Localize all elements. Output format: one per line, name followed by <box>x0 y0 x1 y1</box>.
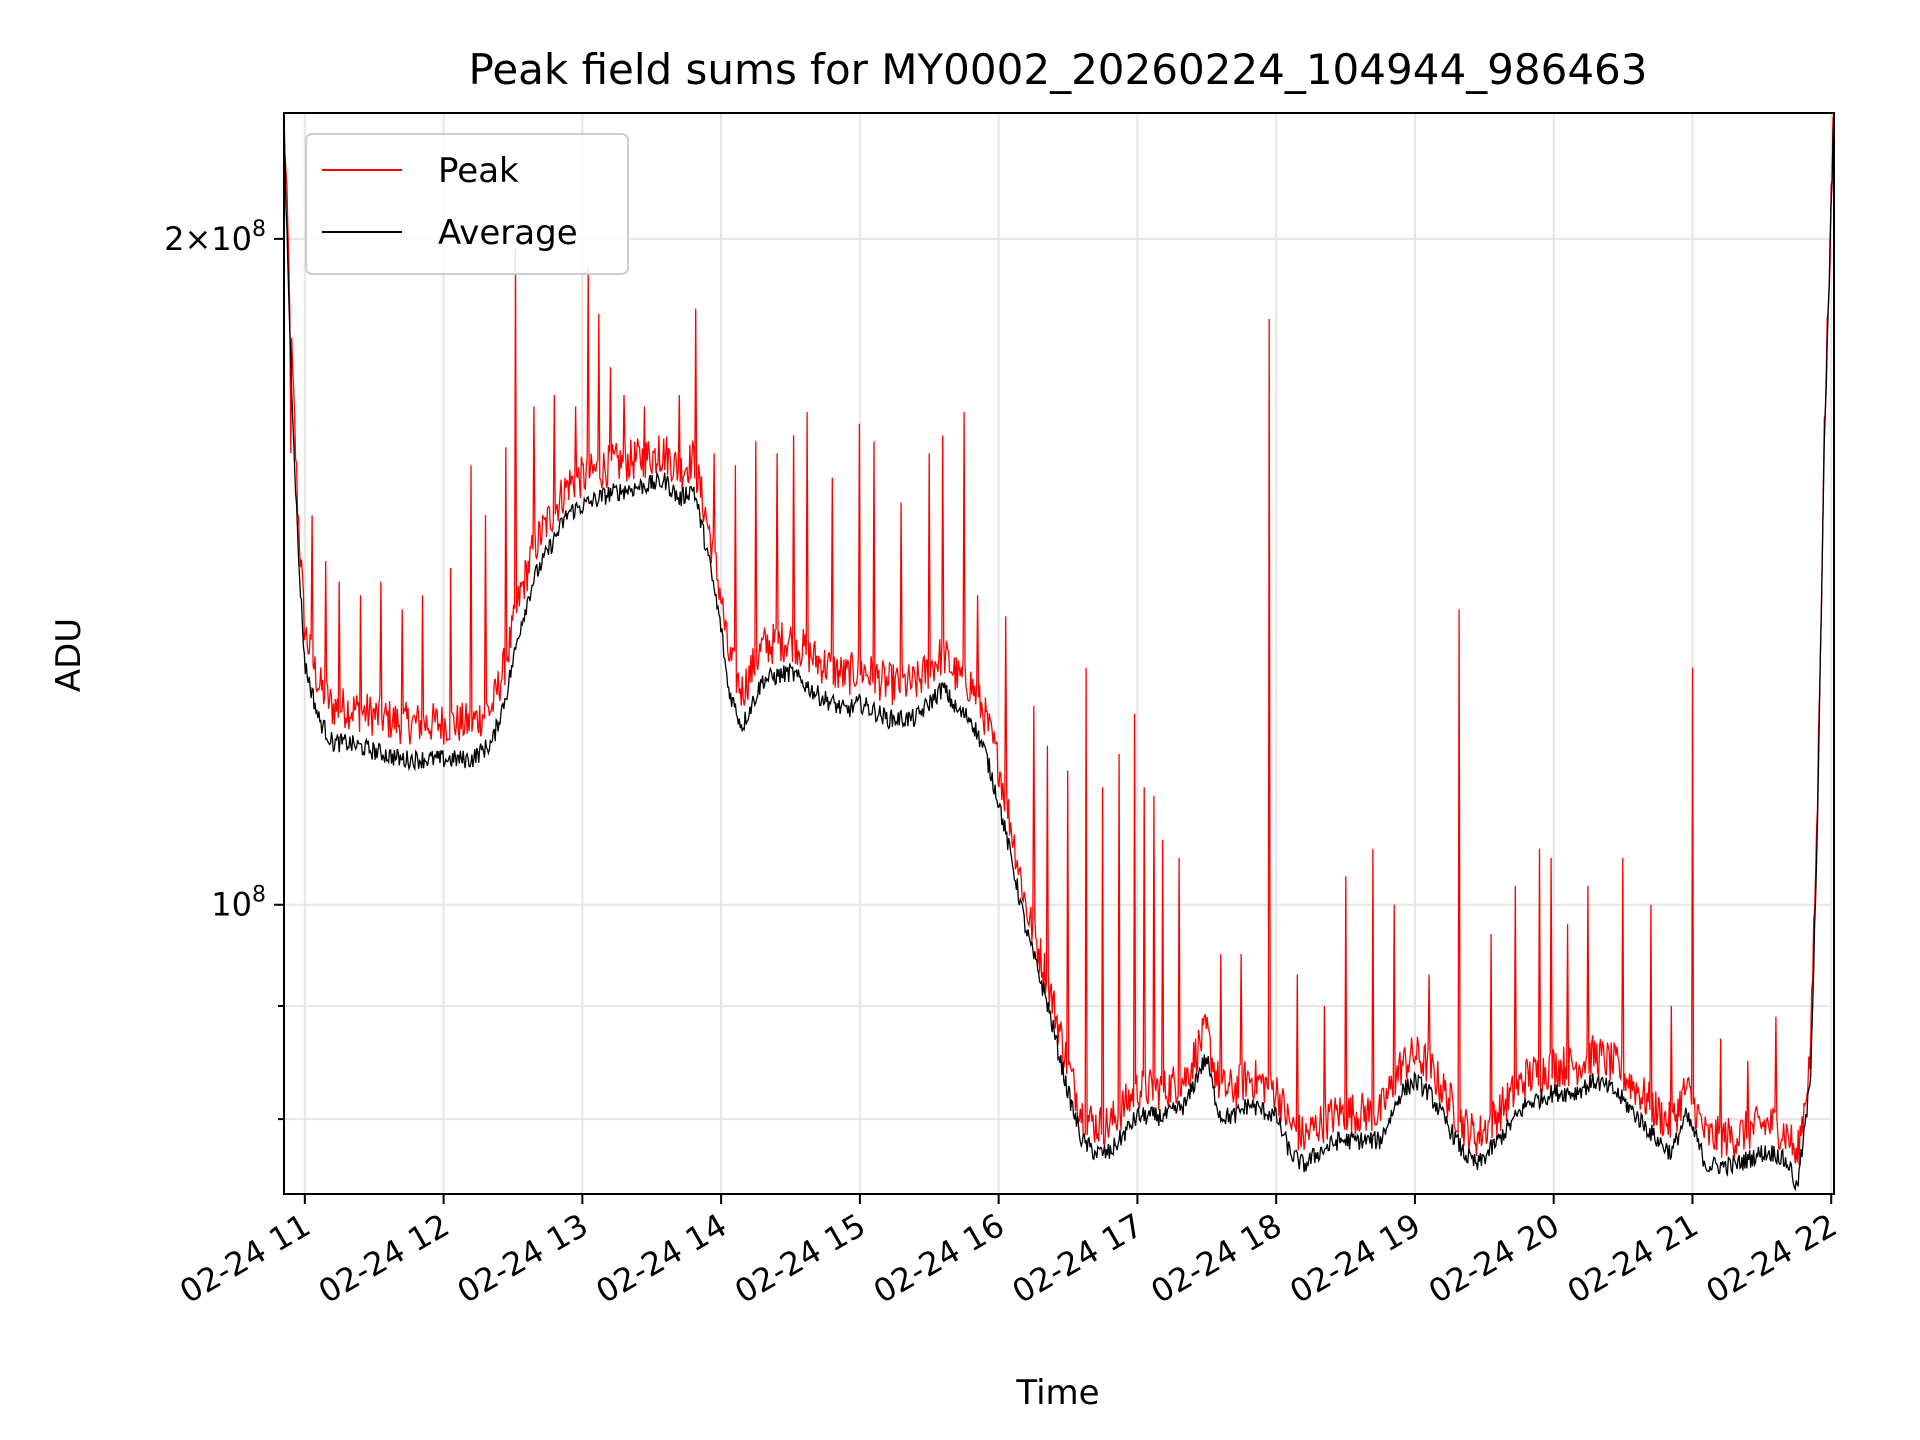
chart-title: Peak field sums for MY0002_20260224_1049… <box>468 45 1647 94</box>
series-line-average <box>283 111 1835 1192</box>
legend: Peak Average <box>305 133 629 275</box>
y-tick-label: 108 <box>211 883 266 924</box>
legend-average-label: Average <box>438 213 578 253</box>
y-tick-label: 2×108 <box>164 217 266 258</box>
grid-lines <box>284 113 1834 1194</box>
x-axis-title: Time <box>1015 1373 1099 1413</box>
plot-frame <box>283 112 1835 1195</box>
series-line-peak <box>283 111 1835 1166</box>
series-lines <box>283 111 1835 1192</box>
legend-peak-label: Peak <box>438 151 519 191</box>
plot-area <box>284 113 1834 1194</box>
y-axis-title: ADU <box>49 618 89 692</box>
